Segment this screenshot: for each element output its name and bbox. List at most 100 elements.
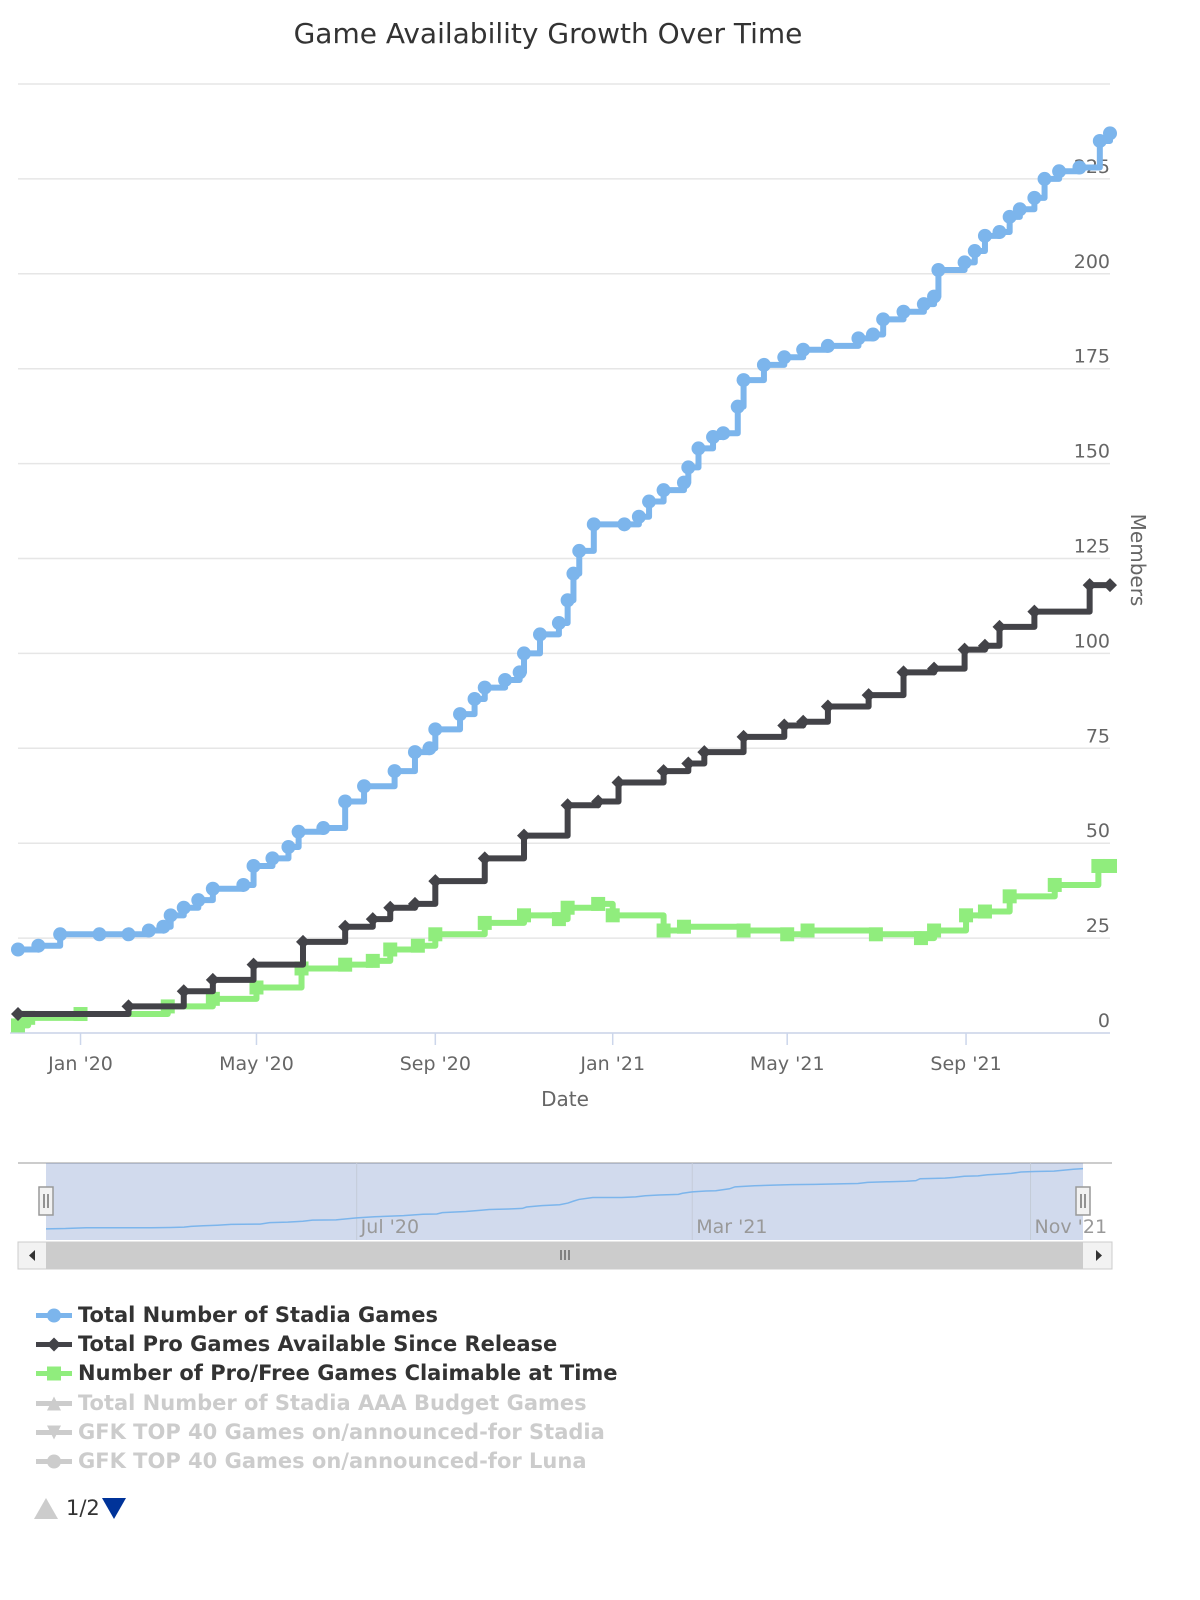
data-point — [141, 923, 156, 938]
data-point — [927, 661, 942, 676]
legend-triangle-down-icon — [36, 1425, 72, 1440]
legend-item[interactable]: Number of Pro/Free Games Claimable at Ti… — [34, 1359, 734, 1388]
legend-marker — [47, 1308, 61, 1323]
data-point — [407, 896, 422, 911]
legend-marker — [47, 1454, 61, 1469]
legend-marker — [47, 1396, 61, 1411]
legend-diamond-icon — [36, 1337, 72, 1352]
legend-square-icon — [36, 1366, 72, 1381]
legend-item[interactable]: Total Pro Games Available Since Release — [34, 1329, 734, 1358]
legend-marker — [47, 1337, 61, 1352]
series-line — [18, 582, 1110, 1018]
y-tick-label: 0 — [1098, 1010, 1110, 1032]
data-point — [121, 927, 136, 942]
data-point — [407, 745, 422, 760]
data-point — [681, 460, 696, 475]
legend-item[interactable]: GFK TOP 40 Games on/announced-for Luna — [34, 1446, 734, 1475]
legend-item[interactable]: Total Number of Stadia AAA Budget Games — [34, 1388, 734, 1417]
data-point — [927, 289, 942, 304]
data-point — [656, 923, 671, 938]
data-point — [453, 707, 468, 722]
data-point — [656, 764, 671, 779]
data-point — [736, 373, 751, 388]
data-point — [642, 494, 657, 509]
y-tick-label: 75 — [1086, 725, 1110, 747]
data-point — [967, 244, 982, 259]
legend-item[interactable]: GFK TOP 40 Games on/announced-for Stadia — [34, 1417, 734, 1446]
data-point — [357, 779, 372, 794]
navigator-tick-label: Nov '21 — [1035, 1216, 1108, 1238]
data-point — [605, 908, 620, 923]
scroll-left-arrow-icon — [29, 1250, 35, 1261]
data-point — [896, 665, 911, 680]
x-axis-title: Date — [541, 1087, 589, 1111]
data-point — [861, 688, 876, 703]
scrollbar[interactable] — [17, 1241, 1113, 1270]
data-point — [586, 517, 601, 532]
data-point — [383, 900, 398, 915]
legend-page-indicator: 1/2 — [66, 1496, 100, 1520]
data-point — [517, 646, 532, 661]
navigator-tick-label: Mar '21 — [696, 1216, 767, 1238]
data-point — [236, 877, 251, 892]
handle-body — [1075, 1186, 1091, 1216]
legend-marker — [47, 1366, 61, 1381]
data-point — [736, 729, 751, 744]
data-point — [1012, 202, 1027, 217]
data-point — [876, 312, 891, 327]
series-diamond — [11, 578, 1117, 1022]
legend-label: Total Number of Stadia Games — [78, 1302, 438, 1327]
y-tick-label: 200 — [1074, 251, 1110, 273]
data-point — [249, 980, 264, 995]
legend-pager: 1/2 — [34, 1496, 126, 1520]
x-tick-label: Jan '20 — [47, 1053, 113, 1075]
series-line — [18, 133, 1113, 953]
data-point — [730, 399, 745, 414]
data-point — [265, 851, 280, 866]
x-tick-label: Sep '21 — [930, 1053, 1001, 1075]
legend-item[interactable]: Total Number of Stadia Games — [34, 1300, 734, 1329]
data-point — [1092, 133, 1107, 148]
legend: Total Number of Stadia Games Total Pro Ga… — [34, 1300, 734, 1488]
legend-page-up-icon[interactable] — [34, 1497, 58, 1519]
data-point — [865, 327, 880, 342]
data-point — [1047, 877, 1062, 892]
data-point — [777, 350, 792, 365]
navigator-tick-label: Jul '20 — [360, 1216, 419, 1238]
navigator-right-handle[interactable] — [1075, 1186, 1091, 1216]
data-point — [338, 794, 353, 809]
data-point — [591, 896, 606, 911]
data-point — [796, 342, 811, 357]
legend-label: Number of Pro/Free Games Claimable at Ti… — [78, 1361, 618, 1386]
data-point — [617, 517, 632, 532]
legend-marker — [47, 1425, 61, 1440]
legend-circle-icon — [36, 1308, 72, 1323]
data-point — [387, 764, 402, 779]
y-tick-label: 50 — [1086, 820, 1110, 842]
data-point — [517, 828, 532, 843]
data-point — [410, 938, 425, 953]
navigator-left-handle[interactable] — [38, 1186, 54, 1216]
data-point — [156, 919, 171, 934]
data-point — [820, 699, 835, 714]
data-point — [1091, 858, 1106, 873]
data-point — [756, 357, 771, 372]
data-point — [365, 912, 380, 927]
navigator-selection — [46, 1163, 1083, 1240]
data-point — [656, 483, 671, 498]
y-tick-label: 100 — [1074, 630, 1110, 652]
data-point — [92, 927, 107, 942]
data-point — [477, 680, 492, 695]
x-tick-label: Sep '20 — [400, 1053, 471, 1075]
data-point — [560, 593, 575, 608]
y-tick-label: 175 — [1074, 346, 1110, 368]
legend-page-down-icon[interactable] — [101, 1497, 126, 1519]
legend-label: Total Pro Games Available Since Release — [78, 1331, 558, 1356]
data-point — [281, 839, 296, 854]
data-point — [1103, 578, 1117, 593]
y-axis-title: Members — [1126, 514, 1150, 607]
data-point — [896, 304, 911, 319]
data-point — [477, 915, 492, 930]
data-point — [868, 927, 883, 942]
series-circle — [11, 126, 1117, 957]
